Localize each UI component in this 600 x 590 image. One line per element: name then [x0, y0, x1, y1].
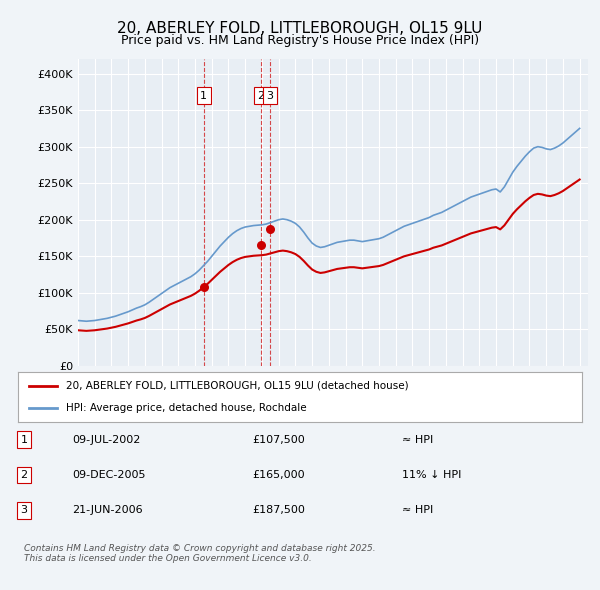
Text: 21-JUN-2006: 21-JUN-2006 [72, 506, 143, 515]
Text: Price paid vs. HM Land Registry's House Price Index (HPI): Price paid vs. HM Land Registry's House … [121, 34, 479, 47]
Text: HPI: Average price, detached house, Rochdale: HPI: Average price, detached house, Roch… [66, 403, 307, 413]
Text: 1: 1 [20, 435, 28, 444]
Text: 20, ABERLEY FOLD, LITTLEBOROUGH, OL15 9LU (detached house): 20, ABERLEY FOLD, LITTLEBOROUGH, OL15 9L… [66, 381, 409, 391]
Text: 20, ABERLEY FOLD, LITTLEBOROUGH, OL15 9LU: 20, ABERLEY FOLD, LITTLEBOROUGH, OL15 9L… [118, 21, 482, 35]
Text: 3: 3 [266, 91, 273, 101]
Text: 1: 1 [200, 91, 207, 101]
Text: £107,500: £107,500 [252, 435, 305, 444]
Text: 2: 2 [20, 470, 28, 480]
Point [199, 283, 209, 292]
Text: 3: 3 [20, 506, 28, 515]
Text: 11% ↓ HPI: 11% ↓ HPI [402, 470, 461, 480]
Text: 09-JUL-2002: 09-JUL-2002 [72, 435, 140, 444]
Text: 09-DEC-2005: 09-DEC-2005 [72, 470, 146, 480]
Text: Contains HM Land Registry data © Crown copyright and database right 2025.
This d: Contains HM Land Registry data © Crown c… [24, 544, 376, 563]
Text: £165,000: £165,000 [252, 470, 305, 480]
Point [265, 224, 275, 234]
Point [256, 241, 266, 250]
Text: £187,500: £187,500 [252, 506, 305, 515]
Text: 2: 2 [257, 91, 265, 101]
Text: ≈ HPI: ≈ HPI [402, 435, 433, 444]
Text: ≈ HPI: ≈ HPI [402, 506, 433, 515]
